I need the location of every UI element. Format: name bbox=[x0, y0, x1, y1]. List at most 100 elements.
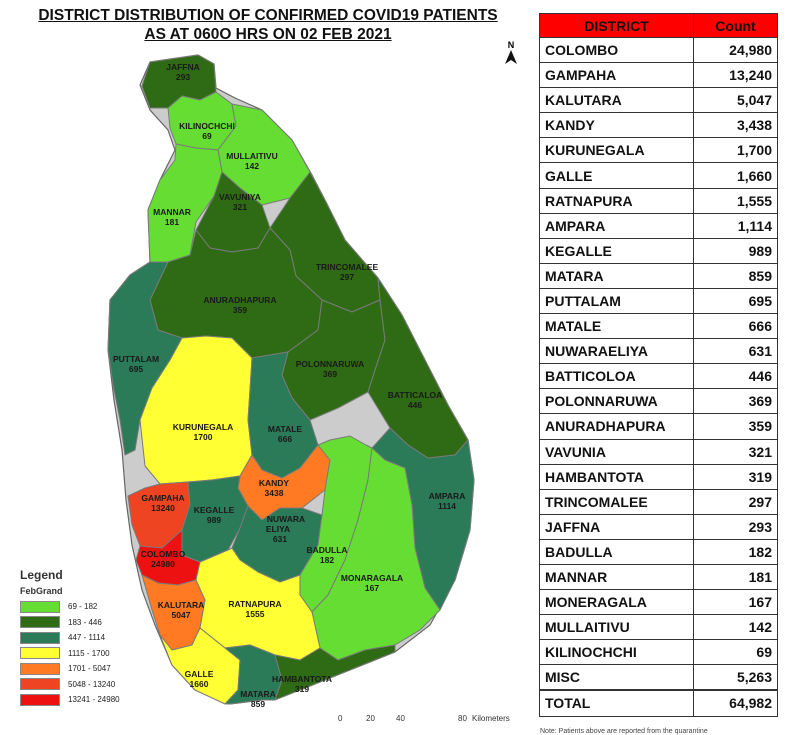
table-row: AMPARA 1,114 bbox=[539, 212, 778, 239]
table-row: KURUNEGALA 1,700 bbox=[539, 137, 778, 164]
total-label: TOTAL bbox=[539, 689, 694, 717]
row-district: NUWARAELIYA bbox=[539, 338, 694, 365]
district-count: 859 bbox=[251, 699, 265, 709]
title-line-1: DISTRICT DISTRIBUTION OF CONFIRMED COVID… bbox=[38, 7, 498, 24]
district-name: ANURADHAPURA bbox=[203, 295, 276, 305]
district-count: 695 bbox=[129, 364, 143, 374]
district-count: 24980 bbox=[151, 559, 175, 569]
map-title: DISTRICT DISTRIBUTION OF CONFIRMED COVID… bbox=[8, 6, 528, 44]
table-row: POLONNARUWA 369 bbox=[539, 388, 778, 415]
north-arrow-icon bbox=[505, 50, 517, 64]
table-row: GALLE 1,660 bbox=[539, 162, 778, 189]
district-kegalle[interactable] bbox=[181, 475, 249, 563]
district-name: RATNAPURA bbox=[228, 599, 281, 609]
district-count: 666 bbox=[278, 434, 292, 444]
legend-swatch bbox=[20, 616, 60, 629]
row-district: BADULLA bbox=[539, 538, 694, 565]
row-count: 1,660 bbox=[693, 162, 778, 189]
header-district: DISTRICT bbox=[539, 13, 694, 38]
district-hambantota[interactable] bbox=[274, 644, 396, 701]
district-name: HAMBANTOTA bbox=[272, 674, 332, 684]
row-district: VAVUNIA bbox=[539, 438, 694, 465]
row-count: 631 bbox=[693, 338, 778, 365]
district-count: 182 bbox=[320, 555, 334, 565]
legend-label: 13241 - 24980 bbox=[68, 695, 120, 705]
row-count: 142 bbox=[693, 614, 778, 641]
row-district: HAMBANTOTA bbox=[539, 463, 694, 490]
district-name: MONARAGALA bbox=[341, 573, 403, 583]
row-count: 989 bbox=[693, 237, 778, 264]
district-name: KANDY bbox=[259, 478, 290, 488]
district-name: MATARA bbox=[240, 689, 276, 699]
district-name: VAVUNIYA bbox=[219, 192, 261, 202]
row-count: 13,240 bbox=[693, 62, 778, 89]
legend-label: 447 - 1114 bbox=[68, 633, 106, 643]
table-row: MANNAR 181 bbox=[539, 563, 778, 591]
scale-bar: 0 20 40 80 Kilometers bbox=[338, 714, 518, 724]
legend-item: 13241 - 24980 bbox=[20, 692, 140, 708]
row-district: PUTTALAM bbox=[539, 287, 694, 315]
legend-swatch bbox=[20, 600, 60, 613]
legend: Legend FebGrand 69 - 182 183 - 446 447 - 1… bbox=[20, 568, 140, 708]
row-district: MONERAGALA bbox=[539, 589, 694, 616]
row-district: MANNAR bbox=[539, 563, 694, 591]
row-district: RATNAPURA bbox=[539, 187, 694, 214]
district-count: 69 bbox=[202, 131, 212, 141]
district-count: 369 bbox=[323, 369, 337, 379]
legend-swatch bbox=[20, 631, 60, 644]
table-header-row: DISTRICT Count bbox=[539, 13, 778, 38]
district-count: 5047 bbox=[172, 610, 191, 620]
scale-tick-20: 20 bbox=[366, 714, 375, 723]
row-count: 24,980 bbox=[693, 36, 778, 64]
row-count: 319 bbox=[693, 463, 778, 490]
district-count: 1555 bbox=[246, 609, 265, 619]
district-count: 1660 bbox=[190, 679, 209, 689]
legend-label: 1701 - 5047 bbox=[68, 664, 111, 674]
row-district: COLOMBO bbox=[539, 36, 694, 64]
legend-item: 447 - 1114 bbox=[20, 630, 140, 646]
district-count: 297 bbox=[340, 272, 354, 282]
table-row: KALUTARA 5,047 bbox=[539, 87, 778, 114]
table-row: MISC 5,263 bbox=[539, 664, 778, 691]
row-count: 1,555 bbox=[693, 187, 778, 214]
scale-tick-80: 80 bbox=[458, 714, 467, 723]
legend-field: FebGrand bbox=[20, 586, 63, 596]
row-count: 359 bbox=[693, 413, 778, 440]
row-district: MISC bbox=[539, 664, 694, 691]
table-row: COLOMBO 24,980 bbox=[539, 36, 778, 64]
row-district: MATALE bbox=[539, 313, 694, 340]
district-count-table: DISTRICT Count COLOMBO 24,980 GAMPAHA 13,24… bbox=[539, 13, 778, 717]
header-count: Count bbox=[693, 13, 778, 38]
row-count: 5,047 bbox=[693, 87, 778, 114]
district-name: KILINOCHCHI bbox=[179, 121, 235, 131]
row-district: AMPARA bbox=[539, 212, 694, 239]
table-row: HAMBANTOTA 319 bbox=[539, 463, 778, 490]
scale-unit: Kilometers bbox=[472, 714, 510, 723]
district-name: PUTTALAM bbox=[113, 354, 159, 364]
row-district: KANDY bbox=[539, 112, 694, 139]
table-row: RATNAPURA 1,555 bbox=[539, 187, 778, 214]
row-count: 181 bbox=[693, 563, 778, 591]
row-count: 3,438 bbox=[693, 112, 778, 139]
table-row: BATTICOLOA 446 bbox=[539, 363, 778, 390]
district-name: POLONNARUWA bbox=[296, 359, 364, 369]
legend-item: 1115 - 1700 bbox=[20, 646, 140, 662]
district-matara[interactable] bbox=[224, 644, 283, 705]
legend-swatch bbox=[20, 662, 60, 675]
total-count: 64,982 bbox=[693, 689, 778, 717]
row-district: GAMPAHA bbox=[539, 62, 694, 89]
scale-tick-40: 40 bbox=[396, 714, 405, 723]
